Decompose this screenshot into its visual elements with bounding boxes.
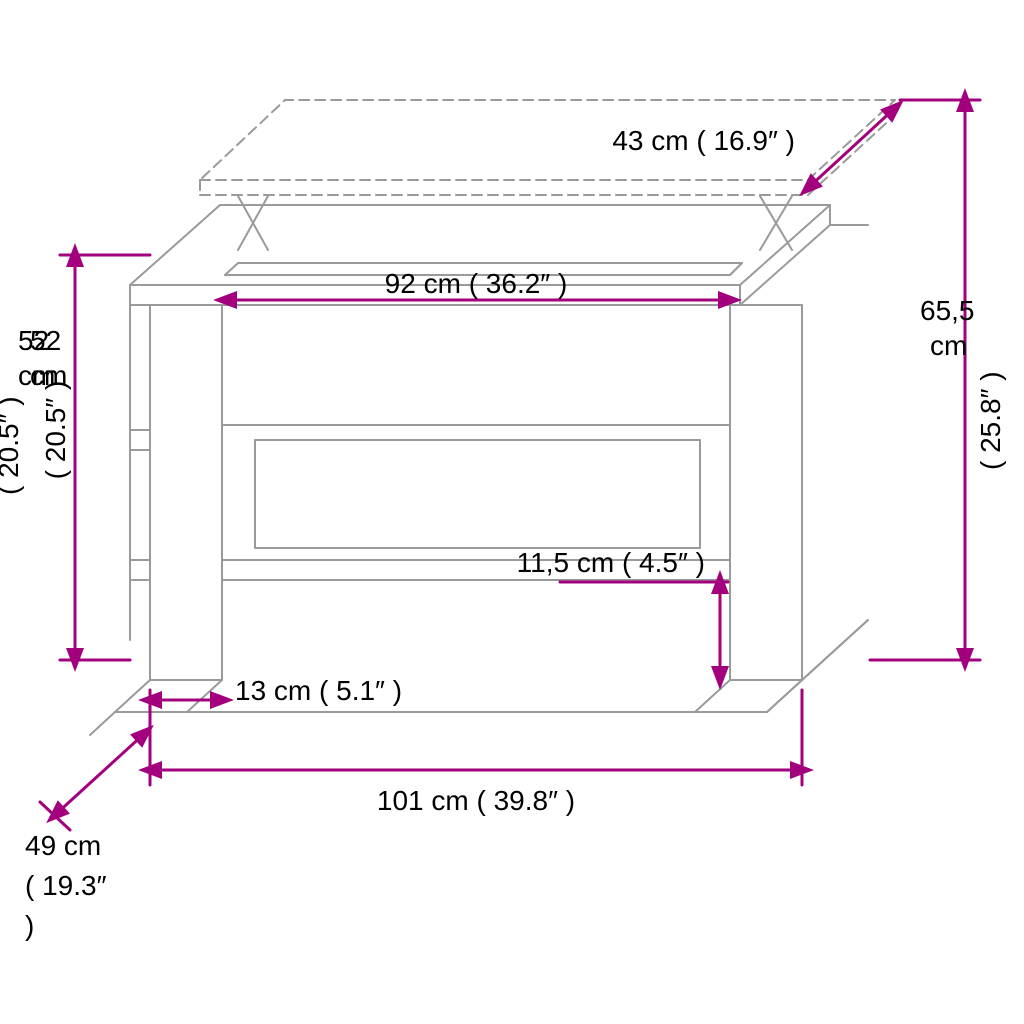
dim-depth-label-3: ) [25, 910, 34, 941]
dim-height-52: 52 [18, 325, 49, 356]
svg-text:65,5: 65,5 [920, 295, 975, 326]
dim-top-depth-label: 43 cm ( 16.9″ ) [612, 125, 795, 156]
dim-width-label: 101 cm ( 39.8″ ) [377, 785, 575, 816]
left-leg [115, 305, 222, 712]
dim-inner-width-label: 92 cm ( 36.2″ ) [385, 268, 568, 299]
dim-depth-label-1: 49 cm [25, 830, 101, 861]
dim-height-label-3: ( 20.5″ ) [40, 381, 71, 480]
dim-depth-label-2: ( 19.3″ [25, 870, 107, 901]
dim-depth: 49 cm ( 19.3″ ) [25, 733, 145, 941]
dim-top-depth: 43 cm ( 16.9″ ) [612, 108, 895, 188]
dim-height: 52 cm ( 20.5″ ) [30, 255, 150, 660]
svg-text:( 20.5″ ): ( 20.5″ ) [0, 396, 24, 495]
dim-shelf-height-label: 11,5 cm ( 4.5″ ) [517, 547, 705, 578]
dim-shelf-height: 11,5 cm ( 4.5″ ) [517, 547, 728, 678]
svg-text:cm: cm [930, 330, 967, 361]
svg-text:cm: cm [18, 360, 55, 391]
dimension-diagram: 101 cm ( 39.8″ ) 49 cm ( 19.3″ ) 13 cm (… [0, 0, 1024, 1024]
dim-width: 101 cm ( 39.8″ ) [150, 690, 802, 816]
svg-text:( 25.8″ ): ( 25.8″ ) [975, 371, 1006, 470]
dim-leg-width-label: 13 cm ( 5.1″ ) [235, 675, 402, 706]
dim-height-open: 65,5 cm ( 25.8″ ) [870, 100, 1006, 660]
